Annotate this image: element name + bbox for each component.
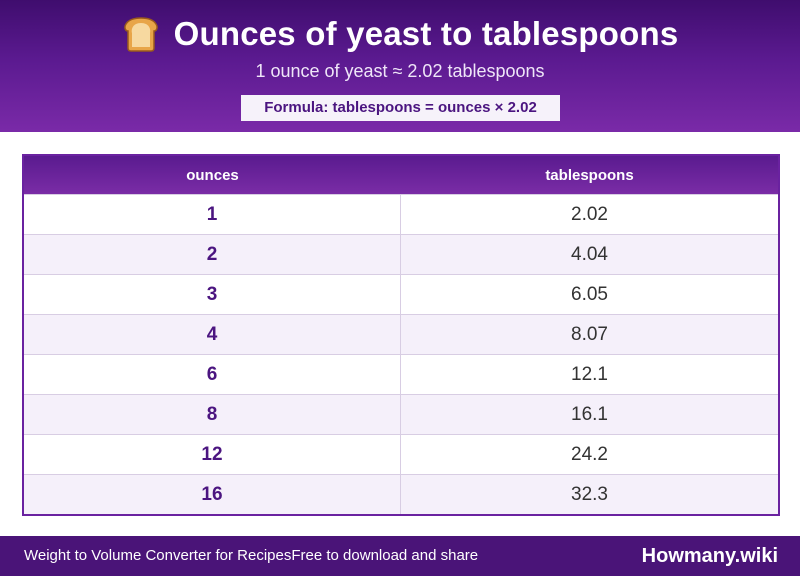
cell-ounces: 4 <box>24 315 401 354</box>
cell-ounces: 2 <box>24 235 401 274</box>
cell-ounces: 3 <box>24 275 401 314</box>
cell-tablespoons: 12.1 <box>571 363 608 385</box>
table-row: 3 6.05 <box>24 274 778 314</box>
brand-logo[interactable]: Howmany.wiki <box>641 545 778 567</box>
table-header: ounces tablespoons <box>24 156 778 194</box>
table-row: 1 2.02 <box>24 194 778 234</box>
cell-ounces: 16 <box>24 475 401 514</box>
bread-icon <box>122 15 160 53</box>
column-header-ounces: ounces <box>186 166 239 184</box>
conversion-table: ounces tablespoons 1 2.02 2 4.04 3 6.05 … <box>22 154 780 516</box>
cell-ounces: 8 <box>24 395 401 434</box>
cell-tablespoons: 2.02 <box>571 203 608 225</box>
cell-tablespoons: 16.1 <box>571 403 608 425</box>
table-row: 4 8.07 <box>24 314 778 354</box>
cell-tablespoons: 32.3 <box>571 483 608 505</box>
cell-tablespoons: 6.05 <box>571 283 608 305</box>
cell-tablespoons: 8.07 <box>571 323 608 345</box>
cell-ounces: 12 <box>24 435 401 474</box>
footer: Weight to Volume Converter for RecipesFr… <box>0 536 800 576</box>
page-title: Ounces of yeast to tablespoons <box>173 15 679 52</box>
subtitle: 1 ounce of yeast ≈ 2.02 tablespoons <box>255 61 545 81</box>
table-row: 16 32.3 <box>24 474 778 514</box>
table-row: 6 12.1 <box>24 354 778 394</box>
cell-tablespoons: 4.04 <box>571 243 608 265</box>
footer-text: Weight to Volume Converter for RecipesFr… <box>24 536 478 576</box>
footer-tagline: Free to download and share <box>291 547 479 564</box>
column-header-tablespoons: tablespoons <box>545 166 634 184</box>
table-row: 12 24.2 <box>24 434 778 474</box>
title-row: Ounces of yeast to tablespoons <box>0 12 800 56</box>
table-row: 8 16.1 <box>24 394 778 434</box>
header: Ounces of yeast to tablespoons 1 ounce o… <box>0 0 800 132</box>
table-row: 2 4.04 <box>24 234 778 274</box>
formula-box: Formula: tablespoons = ounces × 2.02 <box>241 95 560 121</box>
footer-converter-link[interactable]: Weight to Volume Converter for Recipes <box>24 547 292 564</box>
cell-tablespoons: 24.2 <box>571 443 608 465</box>
cell-ounces: 6 <box>24 355 401 394</box>
cell-ounces: 1 <box>24 195 401 234</box>
